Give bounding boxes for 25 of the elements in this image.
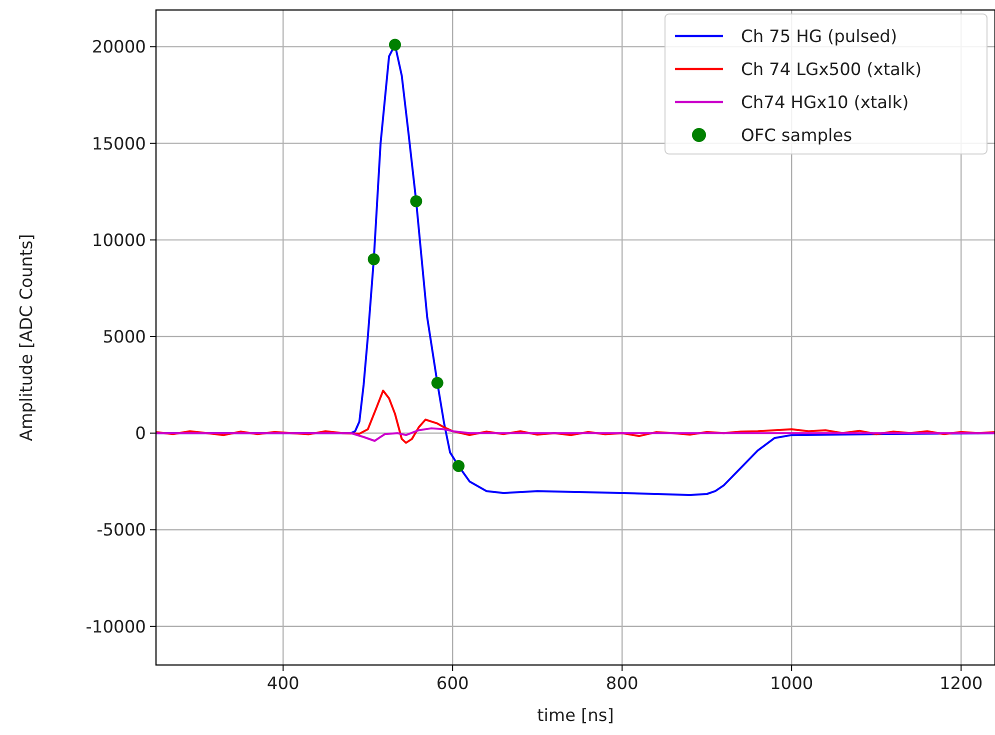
point xyxy=(452,460,465,472)
legend-label: OFC samples xyxy=(741,126,852,146)
y-tick-label: 0 xyxy=(135,424,146,444)
y-axis-title: Amplitude [ADC Counts] xyxy=(17,234,37,442)
point xyxy=(410,195,422,208)
y-tick-label: -5000 xyxy=(96,520,146,541)
point xyxy=(431,376,444,389)
point xyxy=(368,253,380,266)
y-tick-label: -10000 xyxy=(86,617,146,638)
y-tick-label: 10000 xyxy=(92,230,146,251)
legend-label: Ch 74 LGx500 (xtalk) xyxy=(741,60,922,80)
y-tick-label: 15000 xyxy=(92,134,146,154)
x-tick-label: 400 xyxy=(266,674,300,694)
legend-label: Ch74 HGx10 (xtalk) xyxy=(741,92,909,113)
x-axis-title: time [ns] xyxy=(537,706,614,726)
x-tick-label: 1200 xyxy=(939,674,983,694)
point xyxy=(388,38,401,51)
line-series xyxy=(156,427,995,442)
x-tick-label: 1000 xyxy=(770,674,814,694)
x-tick-label: 600 xyxy=(436,674,469,694)
y-tick-label: 5000 xyxy=(102,327,146,348)
x-tick-label: 800 xyxy=(606,674,638,694)
y-tick-label: 20000 xyxy=(92,38,146,58)
line-series xyxy=(156,390,995,444)
legend-label: Ch 75 HG (pulsed) xyxy=(741,26,898,47)
